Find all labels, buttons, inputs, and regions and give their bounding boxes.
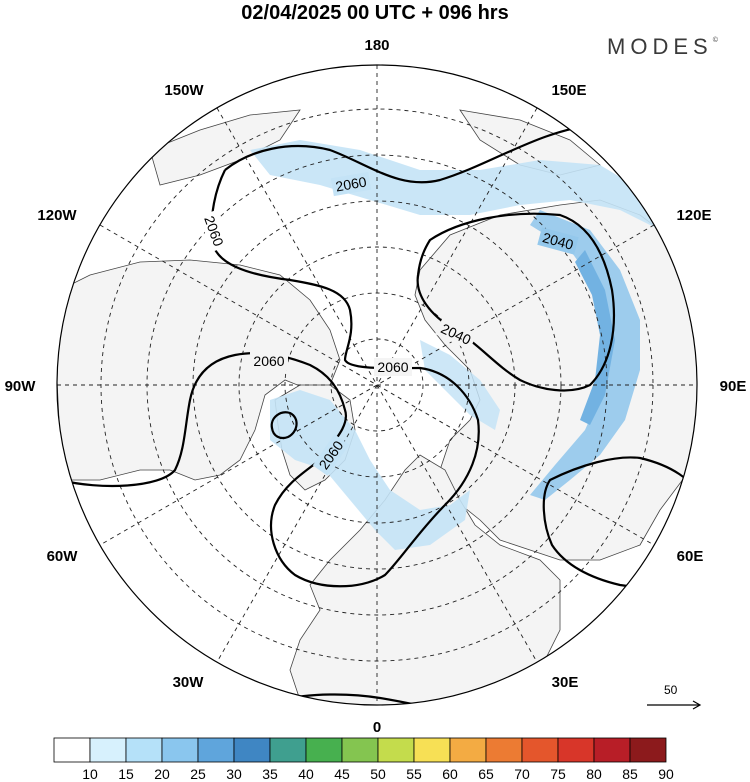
lon-label-90e: 90E — [720, 378, 747, 395]
colorbar-swatch — [89, 737, 127, 763]
colorbar-tick-label: 75 — [550, 766, 566, 782]
colorbar-tick-label: 55 — [406, 766, 422, 782]
contour-2060-pacific — [224, 121, 611, 184]
contour-2060-africa — [279, 693, 461, 705]
contour-label: 2060 — [334, 173, 368, 194]
colorbar-swatch — [629, 737, 667, 763]
reference-vector-arrow-icon — [647, 700, 702, 710]
colorbar-tick-label: 90 — [658, 766, 674, 782]
colorbar-tick-label: 40 — [298, 766, 314, 782]
contour-2040-siberia — [416, 212, 615, 392]
colorbar-swatch — [197, 737, 235, 763]
jet-band-north — [250, 140, 680, 240]
colorbar-tick-label: 45 — [334, 766, 350, 782]
longitude-label-group: 180 150W 150E 120W 120E 90W 90E 60W 60E … — [5, 37, 747, 736]
jet-band-atlantic — [270, 390, 470, 550]
lon-label-180: 180 — [364, 37, 389, 54]
map-title: 02/04/2025 00 UTC + 096 hrs — [241, 2, 509, 24]
contour-label: 2040 — [541, 229, 575, 253]
contour-2060-greenland — [59, 351, 348, 488]
contour-label: 2060 — [253, 353, 284, 369]
colorbar-tick-label: 70 — [514, 766, 530, 782]
colorbar-swatch — [53, 737, 91, 763]
colorbar-swatch — [269, 737, 307, 763]
colorbar-swatch — [161, 737, 199, 763]
colorbar-tick-label: 60 — [442, 766, 458, 782]
lon-label-60w: 60W — [47, 548, 79, 565]
colorbar-tick-label: 35 — [262, 766, 278, 782]
land-alaska — [149, 109, 301, 186]
colorbar-swatch — [305, 737, 343, 763]
colorbar-swatch — [449, 737, 487, 763]
lon-label-30w: 30W — [173, 674, 205, 691]
colorbar-swatch — [593, 737, 631, 763]
height-contours — [59, 121, 697, 705]
colorbar-swatch — [521, 737, 559, 763]
colorbar-swatch — [413, 737, 451, 763]
colorbar-tick-label: 20 — [154, 766, 170, 782]
lon-label-30e: 30E — [552, 674, 579, 691]
colorbar-swatch — [341, 737, 379, 763]
contour-2060-small-loop — [270, 411, 298, 440]
reference-vector-label: 50 — [664, 683, 678, 697]
colorbar-tick-label: 30 — [226, 766, 242, 782]
jet-core-east — [575, 250, 615, 425]
colorbar-tick-label: 25 — [190, 766, 206, 782]
brand-mark: © — [712, 36, 718, 44]
lon-label-120w: 120W — [37, 207, 77, 224]
lon-label-120e: 120E — [676, 207, 711, 224]
lon-label-60e: 60E — [677, 548, 704, 565]
colorbar-tick-label: 65 — [478, 766, 494, 782]
lon-label-150e: 150E — [551, 82, 586, 99]
brand-name: MODES — [607, 34, 713, 59]
colorbar-tick-label: 85 — [622, 766, 638, 782]
colorbar: 10 15 20 25 30 35 40 45 50 55 60 65 70 75 80 85 90 — [53, 737, 674, 782]
colorbar-swatch — [233, 737, 271, 763]
colorbar-swatch — [485, 737, 523, 763]
colorbar-tick-label: 50 — [370, 766, 386, 782]
colorbar-tick-label: 80 — [586, 766, 602, 782]
contour-label: 2060 — [377, 359, 408, 375]
lon-label-0: 0 — [373, 719, 381, 736]
map-border — [56, 64, 698, 706]
colorbar-tick-label: 15 — [118, 766, 134, 782]
colorbar-swatch — [125, 737, 163, 763]
lon-label-90w: 90W — [5, 378, 37, 395]
meridian-150e-30w — [216, 107, 538, 663]
brand-logo: MODES© — [607, 34, 718, 60]
colorbar-tick-label: 10 — [82, 766, 98, 782]
jet-band-east — [530, 210, 640, 500]
contour-2060-alaska — [210, 169, 480, 588]
meridian-150w-30e — [216, 107, 538, 663]
meridian-120e-60w — [99, 224, 655, 546]
meridian-120w-60e — [99, 224, 655, 546]
colorbar-swatch — [377, 737, 415, 763]
jet-shading — [250, 140, 680, 550]
colorbar-swatch — [557, 737, 595, 763]
lon-label-150w: 150W — [164, 82, 204, 99]
land-europe-africa — [289, 454, 561, 705]
